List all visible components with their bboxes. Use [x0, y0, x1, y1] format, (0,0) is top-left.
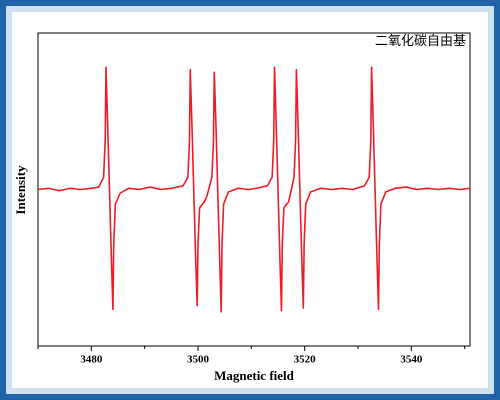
line-series — [37, 66, 471, 313]
x-tick-label: 3480 — [80, 354, 103, 366]
annotation: 二氧化碳自由基 — [375, 33, 466, 48]
background — [12, 12, 488, 388]
x-axis-title: Magnetic field — [214, 368, 295, 383]
x-tick-label: 3520 — [294, 354, 317, 366]
y-axis-title: Intensity — [13, 165, 28, 215]
x-tick-label: 3540 — [400, 354, 423, 366]
x-tick-label: 3500 — [187, 354, 210, 366]
